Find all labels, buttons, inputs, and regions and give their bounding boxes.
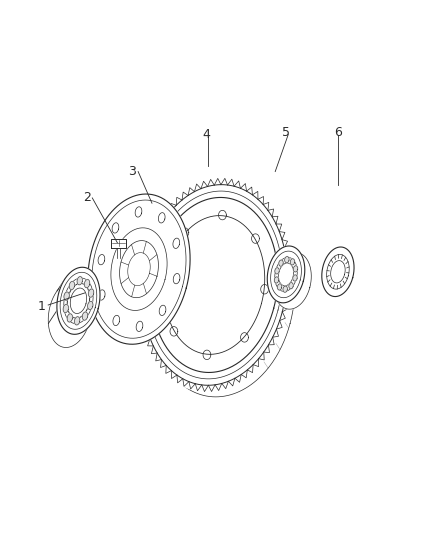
Polygon shape <box>88 289 94 297</box>
Text: 3: 3 <box>129 165 137 178</box>
Polygon shape <box>293 266 298 272</box>
Polygon shape <box>88 301 93 310</box>
Polygon shape <box>289 282 293 289</box>
Polygon shape <box>102 272 141 329</box>
Polygon shape <box>113 316 120 326</box>
Polygon shape <box>159 213 165 223</box>
Polygon shape <box>57 267 100 334</box>
Polygon shape <box>63 304 68 313</box>
Polygon shape <box>136 321 143 332</box>
Polygon shape <box>290 259 295 265</box>
Polygon shape <box>111 239 127 248</box>
Polygon shape <box>112 223 119 233</box>
Text: 5: 5 <box>282 125 290 139</box>
Text: 1: 1 <box>38 300 46 312</box>
Text: 4: 4 <box>202 128 210 141</box>
Polygon shape <box>67 314 73 322</box>
Polygon shape <box>279 260 283 266</box>
Polygon shape <box>274 277 279 283</box>
Polygon shape <box>77 277 82 285</box>
Polygon shape <box>98 254 105 265</box>
Polygon shape <box>48 280 92 348</box>
Polygon shape <box>88 194 190 344</box>
Polygon shape <box>159 305 166 316</box>
Text: 6: 6 <box>334 125 342 139</box>
Polygon shape <box>274 252 311 309</box>
Polygon shape <box>99 290 105 300</box>
Polygon shape <box>150 196 295 397</box>
Polygon shape <box>322 247 354 296</box>
Polygon shape <box>283 286 287 292</box>
Polygon shape <box>85 279 90 288</box>
Polygon shape <box>275 268 279 274</box>
Polygon shape <box>82 312 88 320</box>
Polygon shape <box>165 215 265 354</box>
Polygon shape <box>277 284 282 290</box>
Polygon shape <box>135 207 142 217</box>
Polygon shape <box>74 317 80 325</box>
Polygon shape <box>173 273 180 284</box>
Polygon shape <box>173 238 180 248</box>
Text: 2: 2 <box>83 191 91 205</box>
Polygon shape <box>138 178 292 392</box>
Polygon shape <box>64 292 69 300</box>
Polygon shape <box>285 256 289 263</box>
Polygon shape <box>293 275 297 281</box>
Polygon shape <box>69 281 74 289</box>
Polygon shape <box>267 246 305 303</box>
